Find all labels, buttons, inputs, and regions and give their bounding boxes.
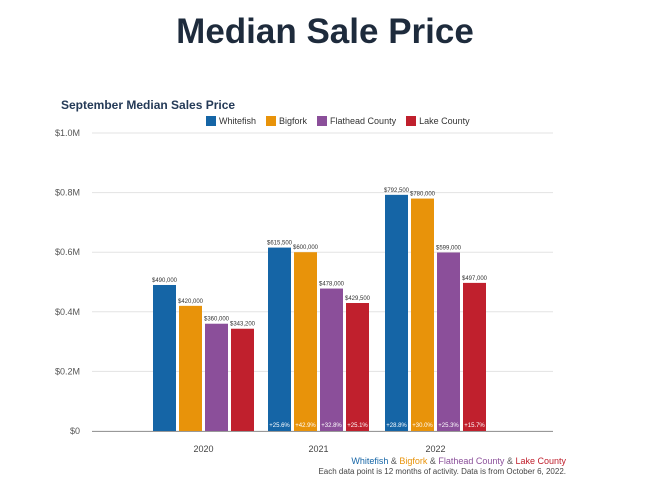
bar-label-bigfork-2022: $780,000	[410, 192, 436, 198]
y-tick-label-0-4m: $0.4M	[55, 307, 80, 317]
chart-legend: Whitefish Bigfork Flathead County Lake Coun…	[206, 116, 470, 126]
change-label-whitefish-2022: +28.8%	[386, 423, 407, 429]
bar-label-flathead-county-2020: $360,000	[204, 317, 230, 323]
legend-swatch-flathead-county	[317, 116, 328, 126]
y-tick-label-0-8m: $0.8M	[55, 188, 80, 198]
chart-title: September Median Sales Price	[61, 98, 236, 112]
legend-label-lake-county: Lake County	[419, 116, 470, 126]
bar-lake-county-2020	[231, 328, 254, 431]
legend-swatch-bigfork	[266, 116, 277, 126]
legend-swatch-whitefish	[206, 116, 216, 126]
y-tick-label-1-0m: $1.0M	[55, 128, 80, 138]
y-tick-label-0: $0	[70, 426, 80, 436]
footer-series-part: Lake County	[515, 456, 566, 466]
change-label-flathead-county-2021: +32.8%	[321, 423, 342, 429]
bar-label-lake-county-2022: $497,000	[462, 276, 488, 282]
x-tick-label-2021: 2021	[308, 444, 328, 454]
change-label-whitefish-2021: +25.6%	[269, 423, 290, 429]
bar-label-bigfork-2020: $420,000	[178, 299, 204, 305]
bar-flathead-county-2021	[320, 288, 343, 431]
legend-label-whitefish: Whitefish	[219, 116, 257, 126]
legend-item-flathead-county: Flathead County	[317, 116, 396, 126]
bar-bigfork-2020	[179, 305, 202, 431]
bar-label-lake-county-2021: $429,500	[345, 296, 371, 302]
footer-series-part: &	[427, 456, 439, 466]
x-tick-label-2022: 2022	[425, 444, 445, 454]
footer-series-part: Whitefish	[351, 456, 389, 466]
bar-whitefish-2022	[385, 194, 408, 431]
bar-bigfork-2021	[294, 252, 317, 431]
bar-lake-county-2022	[463, 282, 486, 431]
bar-label-whitefish-2020: $490,000	[152, 278, 178, 284]
x-tick-label-2020: 2020	[193, 444, 213, 454]
change-label-bigfork-2021: +42.9%	[295, 423, 316, 429]
bar-label-bigfork-2021: $600,000	[293, 245, 319, 251]
change-label-bigfork-2022: +30.0%	[412, 423, 433, 429]
y-tick-label-0-2m: $0.2M	[55, 366, 80, 376]
bar-lake-county-2021	[346, 303, 369, 431]
footer-note: Each data point is 12 months of activity…	[318, 467, 566, 476]
page-title: Median Sale Price	[176, 12, 474, 51]
bar-whitefish-2021	[268, 247, 291, 431]
bar-label-lake-county-2020: $343,200	[230, 322, 256, 328]
bar-flathead-county-2020	[205, 323, 228, 431]
legend-item-whitefish: Whitefish	[206, 116, 256, 126]
bar-flathead-county-2022	[437, 252, 460, 431]
footer-series-part: &	[504, 456, 516, 466]
y-tick-label-0-6m: $0.6M	[55, 247, 80, 257]
legend-swatch-lake-county	[406, 116, 417, 126]
legend-item-bigfork: Bigfork	[266, 116, 307, 126]
bar-label-flathead-county-2022: $599,000	[436, 245, 462, 251]
legend-item-lake-county: Lake County	[406, 116, 470, 126]
footer-series-part: &	[388, 456, 400, 466]
legend-label-bigfork: Bigfork	[279, 116, 308, 126]
change-label-lake-county-2021: +25.1%	[347, 423, 368, 429]
footer-series-part: Bigfork	[399, 456, 428, 466]
footer-series-line: Whitefish & Bigfork & Flathead County & …	[351, 456, 566, 466]
bar-bigfork-2022	[411, 198, 434, 431]
bar-label-whitefish-2021: $615,500	[267, 241, 293, 247]
bar-label-whitefish-2022: $792,500	[384, 188, 410, 194]
footer-series-part: Flathead County	[438, 456, 505, 466]
change-label-flathead-county-2022: +25.3%	[438, 423, 459, 429]
bar-whitefish-2020	[153, 284, 176, 431]
bar-label-flathead-county-2021: $478,000	[319, 282, 345, 288]
change-label-lake-county-2022: +15.7%	[464, 423, 485, 429]
legend-label-flathead-county: Flathead County	[330, 116, 397, 126]
